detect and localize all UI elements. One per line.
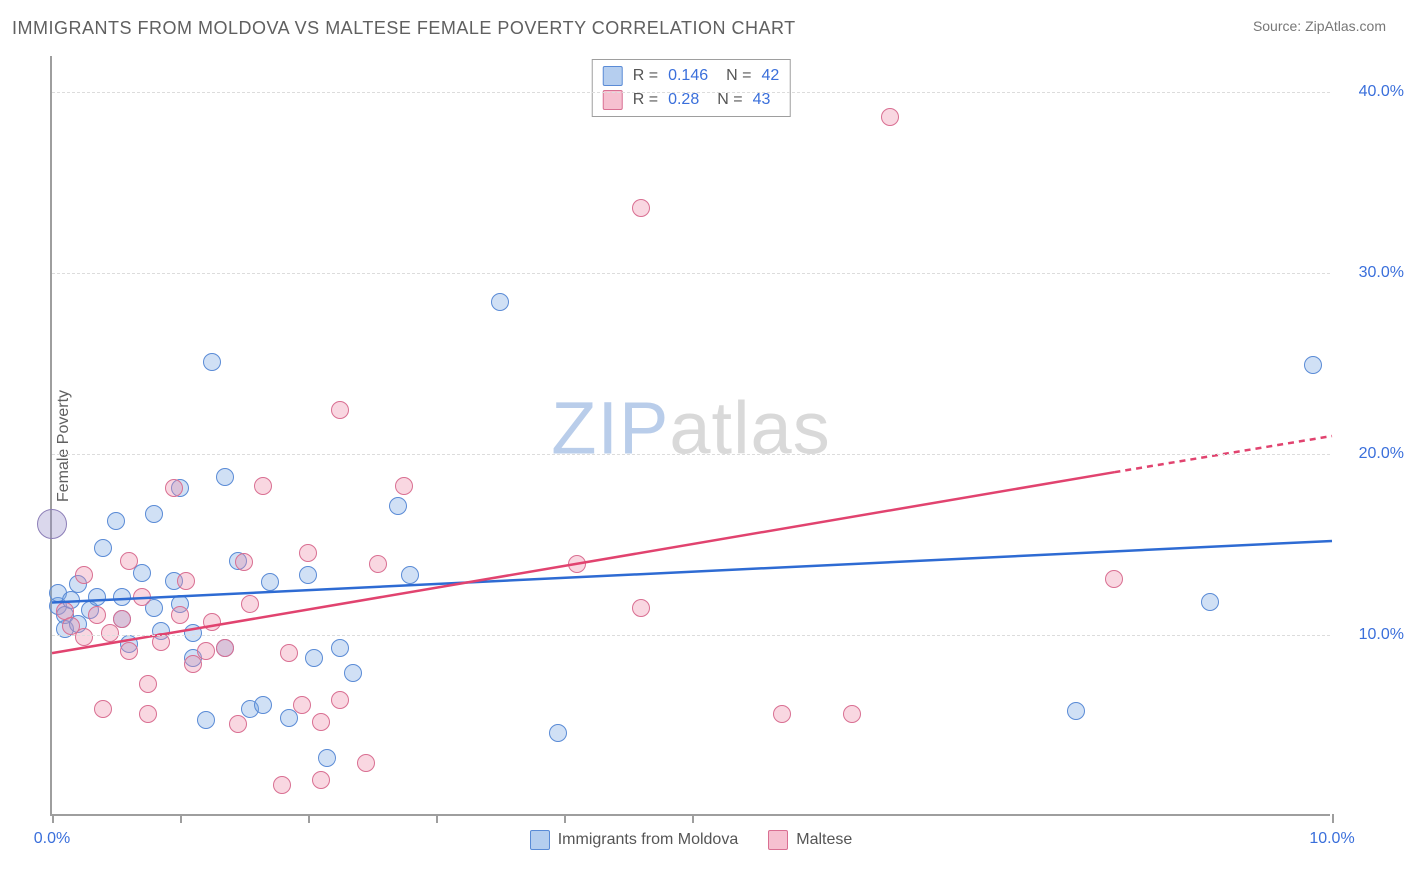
trendline [52,541,1332,603]
y-tick-label: 20.0% [1334,445,1404,463]
x-tick [52,814,54,823]
y-tick-label: 40.0% [1334,83,1404,101]
chart-title: IMMIGRANTS FROM MOLDOVA VS MALTESE FEMAL… [12,18,796,39]
trendline [52,472,1114,653]
x-tick-label: 10.0% [1309,830,1354,848]
grid-line-h [52,92,1330,93]
x-tick [436,814,438,823]
x-tick-label: 0.0% [34,830,70,848]
x-tick [1332,814,1334,823]
x-tick [180,814,182,823]
source-label: Source: ZipAtlas.com [1253,18,1386,34]
grid-line-h [52,273,1330,274]
n-value-maltese: 43 [753,91,771,109]
chart-area: ZIPatlas R = 0.146 N = 42 R = 0.28 N = 4… [50,56,1330,816]
legend-row-moldova: R = 0.146 N = 42 [603,64,780,88]
y-tick-label: 10.0% [1334,626,1404,644]
x-tick [692,814,694,823]
n-value-moldova: 42 [761,67,779,85]
r-value-maltese: 0.28 [668,91,699,109]
x-tick [564,814,566,823]
grid-line-h [52,635,1330,636]
swatch-moldova-icon [603,66,623,86]
y-tick-label: 30.0% [1334,264,1404,282]
legend-stats: R = 0.146 N = 42 R = 0.28 N = 43 [592,59,791,117]
swatch-moldova-icon [530,830,550,850]
legend-item-maltese: Maltese [768,830,852,850]
x-tick [308,814,310,823]
swatch-maltese-icon [768,830,788,850]
legend-item-moldova: Immigrants from Moldova [530,830,739,850]
grid-line-h [52,454,1330,455]
r-value-moldova: 0.146 [668,67,708,85]
legend-bottom: Immigrants from Moldova Maltese [52,830,1330,850]
trendline-layer [52,56,1330,814]
